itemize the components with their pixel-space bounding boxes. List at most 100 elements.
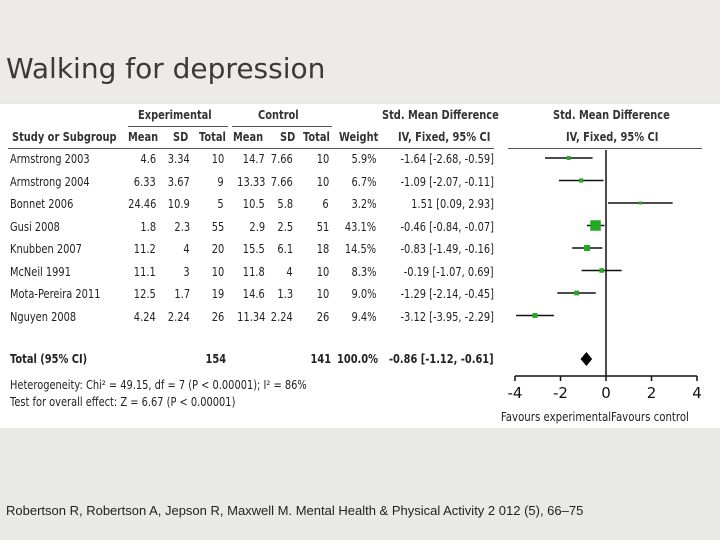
cell-ctrl-sd: 2.5 xyxy=(277,219,293,234)
x-tick-label: 0 xyxy=(601,384,611,402)
total-ctrl: 141 xyxy=(310,352,331,366)
axis-label-favours-experimental: Favours experimental xyxy=(501,410,611,424)
point-estimate-marker xyxy=(590,220,601,231)
cell-weight-text: 9.0% xyxy=(350,287,376,301)
cell-name: Bonnet 2006 xyxy=(10,197,74,211)
cell-exp-mean: 11.2 xyxy=(134,242,156,256)
cell-name: Gusi 2008 xyxy=(10,219,60,234)
cell-ci-text: -1.64 [-2.68, -0.59] xyxy=(400,152,494,166)
cell-exp-sd: 2.24 xyxy=(168,309,190,324)
cell-exp-mean: 4.24 xyxy=(134,309,156,324)
cell-ctrl-sd: 5.8 xyxy=(277,197,293,211)
point-estimate-marker xyxy=(566,156,571,160)
point-estimate-marker xyxy=(532,313,538,318)
cell-name: Mota-Pereira 2011 xyxy=(10,287,101,301)
overall-effect-text: Test for overall effect: Z = 6.67 (P < 0… xyxy=(10,395,236,409)
x-tick-label: -2 xyxy=(553,384,568,402)
point-estimate-marker xyxy=(638,201,642,205)
cell-ctrl-total: 10 xyxy=(316,174,329,189)
slide-background xyxy=(0,0,720,100)
cell-exp-total: 55 xyxy=(211,219,224,234)
cell-weight-text: 8.3% xyxy=(350,264,376,279)
rule-table-header xyxy=(8,148,494,149)
header-smd-plot: Std. Mean Difference xyxy=(553,108,670,122)
point-estimate-marker xyxy=(584,244,591,252)
cell-exp-sd: 1.7 xyxy=(174,287,190,301)
axis-label-favours-control: Favours control xyxy=(611,410,689,424)
header-control: Control xyxy=(258,108,299,122)
rule-plot-header xyxy=(508,148,702,149)
col-exp-mean: Mean xyxy=(128,130,159,144)
cell-ctrl-mean: 15.5 xyxy=(243,242,265,256)
cell-name: Knubben 2007 xyxy=(10,242,82,256)
cell-exp-total: 10 xyxy=(211,264,224,279)
cell-ctrl-total: 10 xyxy=(316,287,329,301)
cell-exp-mean: 4.6 xyxy=(140,152,156,166)
col-ci: IV, Fixed, 95% CI xyxy=(398,130,491,144)
header-experimental: Experimental xyxy=(138,108,212,122)
cell-ctrl-sd: 2.24 xyxy=(271,309,293,324)
cell-ctrl-sd: 4 xyxy=(286,264,293,279)
cell-ctrl-sd: 7.66 xyxy=(271,174,293,189)
cell-ctrl-mean: 14.6 xyxy=(243,287,265,301)
cell-ci-text: -3.12 [-3.95, -2.29] xyxy=(400,309,494,324)
x-tick-label: -4 xyxy=(508,384,523,402)
col-ctrl-sd: SD xyxy=(280,130,296,144)
total-exp: 154 xyxy=(205,352,226,366)
cell-weight-text: 3.2% xyxy=(350,197,376,211)
forest-plot-graphic: -4 -2 0 2 4 Favours experimental Favours con… xyxy=(501,150,702,424)
col-ctrl-total: Total xyxy=(303,130,330,144)
total-ci: -0.86 [-1.12, -0.61] xyxy=(389,352,494,366)
rule-control xyxy=(232,126,332,127)
cell-ci-text: 1.51 [0.09, 2.93] xyxy=(411,197,494,211)
header-smd: Std. Mean Difference xyxy=(382,108,499,122)
cell-weight-text: 9.4% xyxy=(350,309,376,324)
cell-exp-total: 5 xyxy=(217,197,224,211)
col-ctrl-mean: Mean xyxy=(233,130,264,144)
cell-weight-text: 14.5% xyxy=(344,242,376,256)
cell-exp-mean: 1.8 xyxy=(140,219,156,234)
cell-ctrl-total: 6 xyxy=(322,197,329,211)
cell-ci-text: -0.46 [-0.84, -0.07] xyxy=(400,219,494,234)
cell-ci-text: -0.19 [-1.07, 0.69] xyxy=(404,264,494,279)
cell-exp-sd: 3.34 xyxy=(168,152,190,166)
cell-name: Armstrong 2003 xyxy=(10,152,90,166)
cell-ctrl-sd: 7.66 xyxy=(271,152,293,166)
cell-exp-sd: 10.9 xyxy=(168,197,190,211)
cell-ctrl-total: 18 xyxy=(316,242,329,256)
col-study: Study or Subgroup xyxy=(12,130,117,144)
cell-exp-total: 10 xyxy=(211,152,224,166)
cell-exp-mean: 6.33 xyxy=(134,174,156,189)
cell-ctrl-mean: 11.34 xyxy=(236,309,265,324)
cell-weight-text: 6.7% xyxy=(350,174,376,189)
point-estimate-marker xyxy=(574,290,580,296)
cell-exp-sd: 3.67 xyxy=(168,174,190,189)
rule-experimental xyxy=(128,126,228,127)
cell-exp-sd: 4 xyxy=(183,242,190,256)
point-estimate-marker xyxy=(599,268,604,273)
slide-title: Walking for depression xyxy=(6,52,326,85)
cell-ctrl-total: 10 xyxy=(316,264,329,279)
cell-ctrl-total: 51 xyxy=(316,219,329,234)
total-weight: 100.0% xyxy=(337,352,378,366)
cell-exp-total: 26 xyxy=(211,309,224,324)
cell-ctrl-total: 10 xyxy=(316,152,329,166)
cell-ci-text: -1.09 [-2.07, -0.11] xyxy=(400,174,494,189)
cell-name: Nguyen 2008 xyxy=(10,309,77,324)
cell-exp-mean: 11.1 xyxy=(134,264,156,279)
x-tick-label: 4 xyxy=(692,384,702,402)
cell-ctrl-mean: 10.5 xyxy=(243,197,265,211)
citation: Robertson R, Robertson A, Jepson R, Maxw… xyxy=(6,503,584,518)
cell-ctrl-mean: 11.8 xyxy=(243,264,265,279)
cell-ctrl-sd: 6.1 xyxy=(277,242,293,256)
col-exp-sd: SD xyxy=(173,130,189,144)
col-ci-plot: IV, Fixed, 95% CI xyxy=(566,130,659,144)
col-exp-total: Total xyxy=(199,130,226,144)
cell-name: Armstrong 2004 xyxy=(10,174,90,189)
pooled-diamond xyxy=(580,352,593,366)
cell-weight-text: 5.9% xyxy=(350,152,376,166)
cell-exp-mean: 12.5 xyxy=(134,287,156,301)
col-weight: Weight xyxy=(339,130,379,144)
cell-ctrl-mean: 14.7 xyxy=(243,152,265,166)
point-estimate-marker xyxy=(579,178,584,183)
